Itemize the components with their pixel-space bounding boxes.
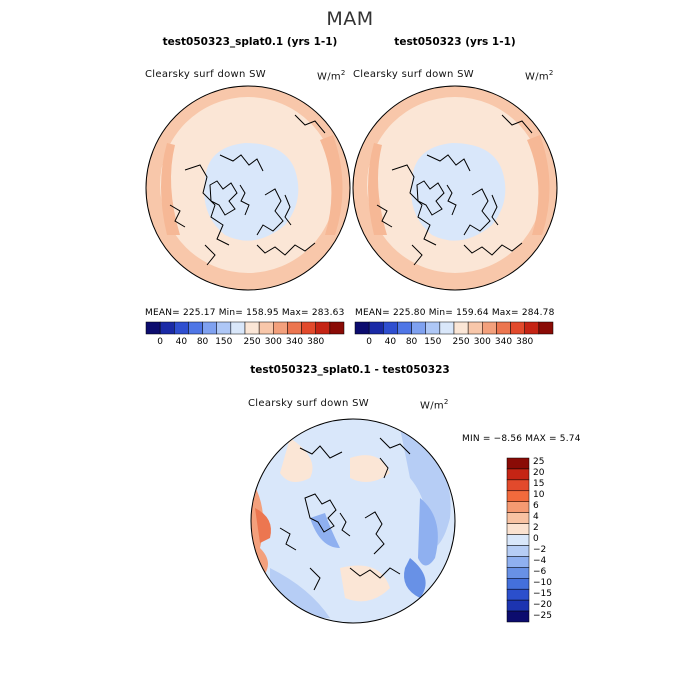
colorbar-tick-label: 0 xyxy=(533,534,539,544)
colorbar-swatch xyxy=(524,321,540,335)
panel-2-variable: Clearsky surf down SW xyxy=(353,69,474,80)
colorbar-swatch xyxy=(244,321,260,335)
colorbar-swatch xyxy=(496,321,511,335)
colorbar-swatch xyxy=(216,321,232,335)
colorbar-swatch xyxy=(506,490,530,502)
panel-1-title: test050323_splat0.1 (yrs 1-1) xyxy=(162,36,338,48)
colorbar-swatch xyxy=(506,534,530,546)
colorbar-swatch xyxy=(354,321,370,335)
colorbar-tick-label: −10 xyxy=(533,577,552,588)
colorbar-tick-label: 15 xyxy=(533,479,545,490)
colorbar-tick-label: 20 xyxy=(533,468,545,479)
colorbar-swatch xyxy=(188,321,203,335)
colorbar-swatch xyxy=(258,321,274,335)
colorbar-panel-3-labels: 25 20 15 10 6 4 2 0 −2 −4 −6 −10 −15 −20 −25 xyxy=(533,457,563,622)
colorbar-swatch xyxy=(506,610,530,623)
colorbar-panel-2-labels: 0 40 80 150 250 300 340 380 xyxy=(355,337,553,349)
colorbar-tick-label: 150 xyxy=(215,337,233,347)
colorbar-swatch xyxy=(506,578,530,590)
colorbar-swatch xyxy=(439,321,455,335)
panel-2-title: test050323 (yrs 1-1) xyxy=(394,36,516,48)
colorbar-tick-label: 300 xyxy=(264,337,282,347)
colorbar-swatch xyxy=(230,321,246,335)
colorbar-tick-label: 10 xyxy=(533,490,545,501)
panel-2-stats: MEAN= 225.80 Min= 159.64 Max= 284.78 xyxy=(355,308,555,318)
colorbar-swatch xyxy=(368,321,384,335)
colorbar-swatch xyxy=(301,321,316,335)
colorbar-tick-label: 380 xyxy=(307,337,325,347)
map-panel-3 xyxy=(250,418,456,624)
panel-1-variable: Clearsky surf down SW xyxy=(145,69,266,80)
map-panel-2 xyxy=(352,85,558,291)
colorbar-tick-label: 300 xyxy=(473,337,491,347)
colorbar-panel-1-labels: 0 40 80 150 250 300 340 380 xyxy=(146,337,344,349)
colorbar-tick-label: 4 xyxy=(533,512,539,523)
figure-title: MAM xyxy=(326,8,374,30)
colorbar-tick-label: 250 xyxy=(243,337,261,347)
colorbar-tick-label: 0 xyxy=(366,337,372,347)
map-panel-1 xyxy=(145,85,351,291)
colorbar-tick-label: 0 xyxy=(157,337,163,347)
colorbar-swatch xyxy=(506,523,530,535)
colorbar-panel-1 xyxy=(145,321,345,335)
colorbar-swatch xyxy=(467,321,483,335)
colorbar-swatch xyxy=(315,321,331,335)
colorbar-swatch xyxy=(287,321,302,335)
panel-3-title: test050323_splat0.1 - test050323 xyxy=(250,364,450,376)
colorbar-tick-label: 150 xyxy=(424,337,442,347)
colorbar-swatch xyxy=(506,567,530,579)
colorbar-swatch xyxy=(506,599,530,612)
colorbar-swatch xyxy=(145,321,161,335)
panel-3-stats: MIN = −8.56 MAX = 5.74 xyxy=(462,434,581,444)
colorbar-tick-label: 340 xyxy=(494,337,513,347)
colorbar-tick-label: −25 xyxy=(533,610,552,621)
colorbar-swatch xyxy=(329,321,345,335)
colorbar-swatch xyxy=(383,321,398,335)
colorbar-swatch xyxy=(506,479,530,492)
colorbar-swatch xyxy=(425,321,441,335)
panel-1-units: W/m2 xyxy=(317,69,346,83)
colorbar-tick-label: −4 xyxy=(533,555,547,566)
colorbar-tick-label: 40 xyxy=(384,337,397,347)
colorbar-swatch xyxy=(506,545,530,557)
panel-1-stats: MEAN= 225.17 Min= 158.95 Max= 283.63 xyxy=(145,308,345,318)
colorbar-swatch xyxy=(506,556,530,568)
colorbar-panel-3 xyxy=(506,457,530,623)
colorbar-tick-label: −20 xyxy=(533,599,552,610)
colorbar-swatch xyxy=(506,468,530,481)
colorbar-swatch xyxy=(202,321,217,335)
colorbar-tick-label: 25 xyxy=(533,457,545,468)
colorbar-tick-label: 250 xyxy=(452,337,470,347)
colorbar-swatch xyxy=(538,321,554,335)
colorbar-swatch xyxy=(506,588,530,601)
colorbar-swatch xyxy=(506,512,530,524)
colorbar-swatch xyxy=(506,501,530,513)
colorbar-swatch xyxy=(174,321,189,335)
colorbar-panel-2 xyxy=(354,321,554,335)
panel-3-variable: Clearsky surf down SW xyxy=(248,398,369,409)
colorbar-tick-label: 340 xyxy=(285,337,304,347)
colorbar-tick-label: 80 xyxy=(405,337,418,347)
colorbar-tick-label: 2 xyxy=(533,523,539,534)
colorbar-tick-label: −6 xyxy=(533,566,547,577)
colorbar-tick-label: 6 xyxy=(533,501,539,512)
colorbar-swatch xyxy=(397,321,412,335)
colorbar-swatch xyxy=(482,321,497,335)
panel-3-units: W/m2 xyxy=(420,398,449,412)
colorbar-swatch xyxy=(453,321,469,335)
colorbar-tick-label: 380 xyxy=(516,337,534,347)
colorbar-swatch xyxy=(510,321,525,335)
colorbar-tick-label: −2 xyxy=(533,544,547,555)
colorbar-swatch xyxy=(273,321,288,335)
colorbar-tick-label: −15 xyxy=(533,588,552,599)
colorbar-swatch xyxy=(411,321,426,335)
colorbar-swatch xyxy=(159,321,175,335)
colorbar-tick-label: 40 xyxy=(175,337,188,347)
panel-2-units: W/m2 xyxy=(525,69,554,83)
colorbar-swatch xyxy=(506,457,530,470)
colorbar-tick-label: 80 xyxy=(196,337,209,347)
